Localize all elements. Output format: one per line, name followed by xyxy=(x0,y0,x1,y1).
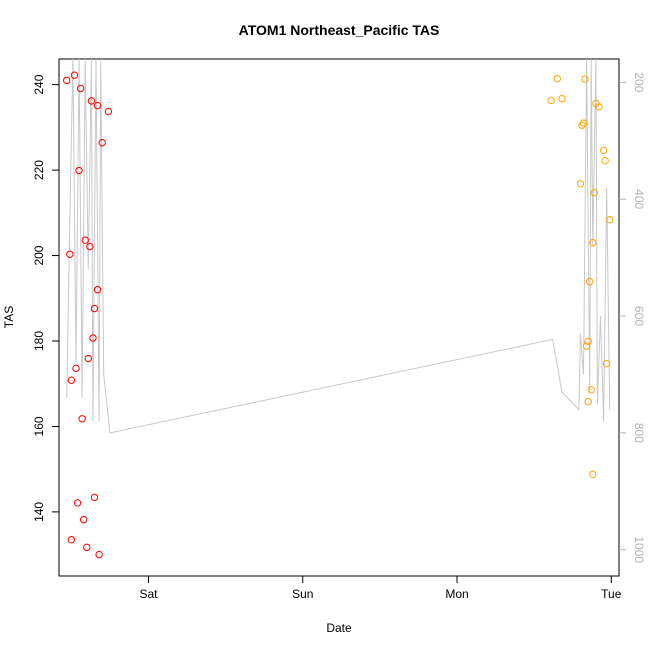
x-tick-label: Mon xyxy=(445,587,468,601)
data-point xyxy=(589,470,597,479)
axes-layer: Sat Sun Mon Tue 140 160 180 200 220 240 200 400 600 8… xyxy=(32,72,646,601)
data-point xyxy=(582,342,591,350)
data-point xyxy=(79,515,88,524)
data-point xyxy=(585,277,594,286)
line-series-layer xyxy=(66,58,611,434)
data-point xyxy=(98,139,106,147)
data-point xyxy=(67,376,76,385)
y2-tick-label: 800 xyxy=(632,423,646,443)
chart-title: ATOM1 Northeast_Pacific TAS xyxy=(239,22,440,38)
y-tick-label: 220 xyxy=(32,160,46,180)
plot-frame xyxy=(58,58,620,577)
data-point xyxy=(73,499,82,507)
data-point xyxy=(601,156,609,165)
data-point xyxy=(63,76,71,85)
data-point xyxy=(90,304,99,313)
data-point xyxy=(70,71,79,79)
data-point xyxy=(578,121,586,129)
data-point xyxy=(87,97,96,105)
y2-tick-label: 400 xyxy=(632,189,646,209)
x-tick-label: Tue xyxy=(601,587,622,601)
data-point xyxy=(93,286,102,294)
data-point xyxy=(83,543,91,552)
data-point xyxy=(547,96,555,105)
y-tick-label: 180 xyxy=(32,331,46,351)
y-axis-label: TAS xyxy=(2,306,16,328)
data-point xyxy=(104,107,113,116)
data-point xyxy=(81,236,89,244)
data-point xyxy=(84,354,93,363)
data-point xyxy=(579,119,588,127)
y-tick-label: 160 xyxy=(32,416,46,436)
data-point xyxy=(78,415,86,423)
y-tick-label: 140 xyxy=(32,502,46,522)
data-point xyxy=(595,103,603,111)
data-point xyxy=(553,74,561,83)
data-point xyxy=(599,146,608,155)
data-point xyxy=(93,101,102,110)
y2-tick-label: 1000 xyxy=(632,536,646,563)
y2-tick-label: 600 xyxy=(632,306,646,326)
data-point xyxy=(76,84,85,93)
data-point xyxy=(72,364,80,373)
data-point xyxy=(590,189,599,197)
data-point xyxy=(558,95,566,103)
data-point xyxy=(67,535,76,544)
data-point xyxy=(581,75,589,83)
data-point xyxy=(90,493,99,502)
data-point xyxy=(589,239,597,247)
data-point xyxy=(587,386,595,394)
y-tick-label: 200 xyxy=(32,245,46,265)
data-point xyxy=(584,337,592,346)
data-point xyxy=(584,397,592,406)
x-axis-label: Date xyxy=(326,621,352,635)
x-tick-label: Sun xyxy=(292,587,313,601)
data-point xyxy=(606,215,614,224)
data-point xyxy=(602,359,611,368)
data-point xyxy=(86,242,94,251)
y2-tick-label: 200 xyxy=(632,72,646,92)
y-tick-label: 240 xyxy=(32,74,46,94)
data-point xyxy=(89,334,97,342)
data-point xyxy=(576,180,585,188)
series-line xyxy=(66,58,611,434)
data-point xyxy=(95,550,103,559)
point-series-layer xyxy=(63,71,614,559)
data-point xyxy=(66,250,74,258)
x-tick-label: Sat xyxy=(139,587,158,601)
data-point xyxy=(75,166,83,175)
